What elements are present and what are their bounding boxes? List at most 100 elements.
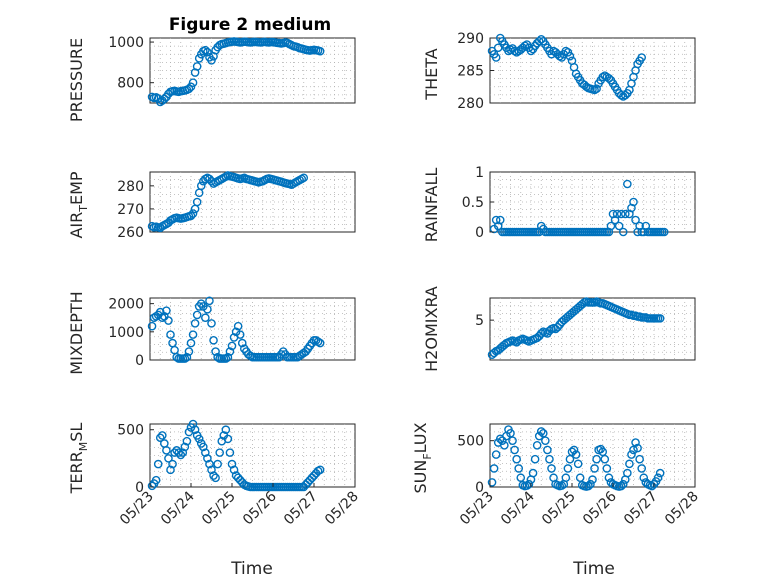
y-tick-label: 500 (457, 434, 484, 450)
data-point (213, 352, 222, 362)
x-tick-labels-left: 05/23 05/24 05/25 05/26 05/27 05/28 (117, 488, 362, 528)
ylabel-air-temp: AIRTEMP (67, 171, 90, 238)
subplot-mixdepth: 0 1000 2000 MIXDEPTH (67, 291, 356, 375)
data-point (223, 434, 233, 444)
y-tick-label: 260 (117, 225, 144, 241)
data-point (315, 338, 325, 348)
x-tick-labels-right: 05/23 05/24 05/25 05/26 05/27 05/28 (457, 488, 702, 528)
data-point (192, 197, 202, 207)
data-point (201, 313, 210, 323)
data-point (635, 454, 644, 464)
data-point (616, 209, 626, 219)
data-point (180, 354, 190, 363)
data-point (174, 448, 183, 457)
data-point (547, 464, 556, 473)
data-point (571, 450, 581, 459)
data-point (147, 481, 157, 491)
data-point (637, 53, 647, 62)
data-point (172, 352, 181, 362)
data-point (600, 454, 610, 464)
data-point (565, 454, 575, 464)
data-point (532, 441, 542, 450)
data-point (631, 438, 640, 447)
data-point (536, 35, 546, 44)
data-point (205, 296, 214, 306)
data-point (178, 448, 188, 457)
data-point (586, 479, 595, 489)
data-point (618, 227, 628, 237)
data-point (205, 459, 214, 469)
data-point (229, 465, 239, 475)
data-point (155, 433, 165, 443)
data-point (621, 90, 630, 100)
x-tick-label: 05/25 (539, 489, 579, 529)
data-point (573, 459, 583, 469)
y-tick-label: 290 (457, 31, 484, 47)
data-point (621, 209, 630, 219)
x-tick-label: 05/28 (322, 489, 362, 529)
ylabel-sun-flux: SUNFLUX (411, 422, 434, 493)
data-point (192, 62, 202, 71)
data-point (500, 441, 509, 450)
data-point (164, 454, 173, 463)
x-axis-label-left: Time (230, 559, 273, 579)
data-point (203, 304, 212, 314)
subplot-terr-msl: 0 500 TERRMSL (67, 419, 356, 496)
data-point (315, 46, 325, 56)
data-point (207, 56, 216, 65)
data-point (221, 354, 231, 363)
x-tick-label: 05/27 (281, 489, 321, 529)
x-tick-label: 05/24 (498, 488, 538, 528)
y-tick-label: 270 (117, 202, 144, 218)
data-point (211, 347, 220, 356)
data-point (541, 436, 550, 445)
data-point (592, 84, 601, 93)
y-tick-label: 1000 (108, 325, 144, 341)
x-tick-label: 05/24 (158, 488, 198, 528)
data-point (147, 321, 157, 331)
ylabel-h2omixra: H2OMIXRA (422, 286, 441, 372)
x-tick-label: 05/25 (199, 489, 239, 529)
data-point (209, 335, 218, 345)
data-point (215, 448, 224, 457)
data-point (604, 74, 614, 83)
data-point (569, 445, 579, 455)
data-point (201, 45, 210, 55)
y-tick-label: 1000 (108, 35, 144, 51)
data-point (637, 464, 647, 473)
data-point (207, 319, 216, 328)
data-point (188, 330, 198, 339)
ylabel-terr-msl: TERRMSL (67, 423, 90, 495)
ylabel-mixdepth: MIXDEPTH (67, 291, 86, 374)
data-point (614, 221, 624, 231)
subplot-h2omixra: 5 H2OMIXRA (422, 286, 696, 372)
data-point (612, 209, 622, 219)
data-point (536, 329, 546, 338)
data-point (207, 176, 216, 186)
data-point (575, 473, 585, 483)
data-point (625, 459, 634, 469)
data-point (539, 428, 548, 438)
data-point (545, 454, 554, 464)
data-point (606, 221, 616, 231)
data-point (182, 436, 192, 446)
data-point (528, 468, 538, 478)
data-point (184, 84, 194, 94)
data-point (524, 479, 534, 489)
data-point (487, 478, 497, 487)
data-point (223, 352, 233, 362)
data-point (584, 481, 593, 491)
data-point (186, 211, 196, 221)
data-point (315, 465, 325, 475)
data-point (166, 330, 175, 339)
data-point (623, 179, 632, 189)
data-point (207, 465, 216, 475)
data-point (227, 459, 237, 469)
x-tick-label: 05/26 (580, 488, 620, 528)
data-point (604, 473, 614, 483)
y-tick-label: 800 (117, 76, 144, 92)
data-point (153, 459, 163, 469)
data-point (225, 347, 235, 356)
data-point (162, 446, 171, 455)
